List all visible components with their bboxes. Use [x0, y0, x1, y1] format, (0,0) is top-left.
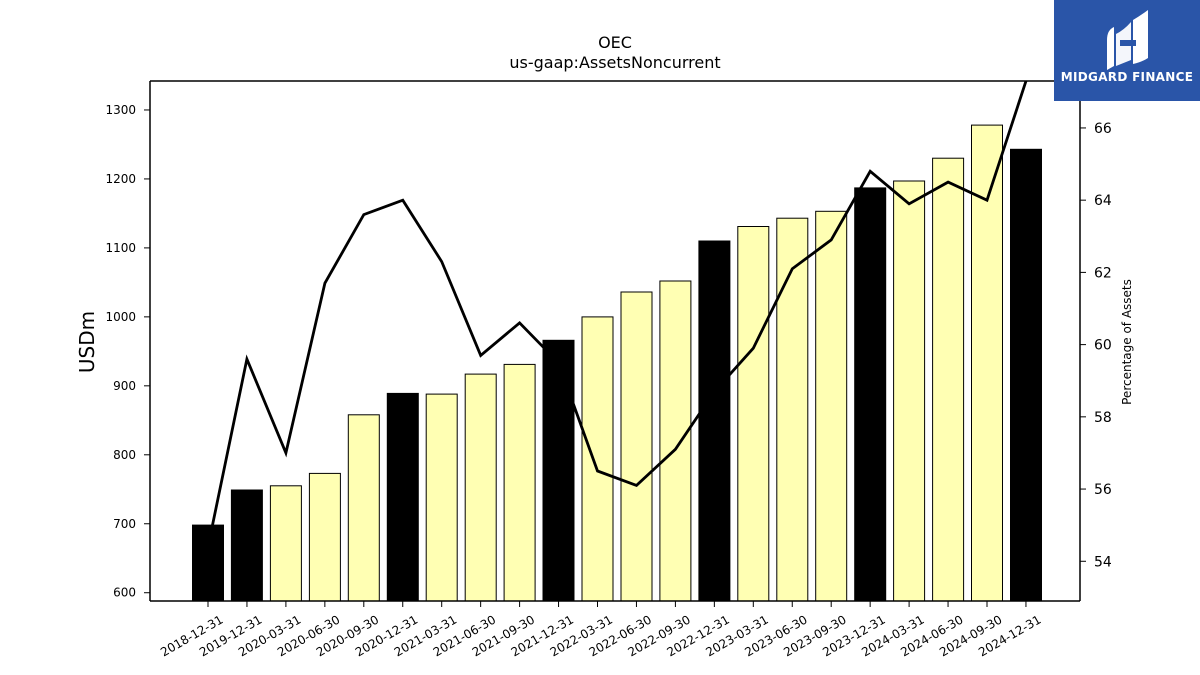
bar-2023-06-30: [776, 217, 809, 602]
line-series: [206, 81, 1028, 548]
x-axis-ticks: 2018-12-312019-12-312020-03-312020-06-30…: [158, 601, 1044, 659]
y-axis-right-ticks: 54 56 58 60 62 64 66: [1080, 121, 1112, 570]
logo-text: MIDGARD FINANCE: [1061, 70, 1193, 84]
logo-mark-icon: [1107, 10, 1148, 70]
y-right-tick-label: 58: [1094, 410, 1112, 426]
bar-2024-12-31: [1010, 148, 1042, 602]
percentage-line: [206, 81, 1028, 548]
y-right-tick-label: 60: [1094, 338, 1112, 354]
axes: [149, 80, 1081, 602]
bar-2023-03-31: [737, 226, 770, 602]
y-right-tick-label: 56: [1094, 482, 1112, 498]
bar-2020-03-31: [269, 485, 302, 602]
midgard-finance-logo: MIDGARD FINANCE: [1054, 0, 1200, 101]
y-axis-left-ticks: 600 700 800 900 1000 1100 1200 1300: [105, 103, 150, 600]
y-right-tick-label: 54: [1094, 554, 1112, 570]
bar-2021-03-31: [425, 393, 458, 602]
y-left-tick-label: 1300: [105, 103, 136, 117]
bar-2022-12-31: [698, 240, 731, 602]
y-axis-right-label: Percentage of Assets: [1120, 279, 1134, 405]
y-right-tick-label: 62: [1094, 265, 1112, 281]
bar-2021-12-31: [542, 339, 575, 602]
y-right-tick-label: 66: [1094, 121, 1112, 137]
bar-2019-12-31: [230, 489, 263, 602]
bar-2024-09-30: [971, 124, 1003, 602]
bar-2023-09-30: [815, 210, 848, 602]
bar-2023-12-31: [854, 187, 887, 602]
y-left-tick-label: 700: [113, 517, 136, 531]
y-left-tick-label: 900: [113, 379, 136, 393]
y-left-tick-label: 1000: [105, 310, 136, 324]
y-left-tick-label: 1200: [105, 172, 136, 186]
bar-2022-09-30: [659, 280, 692, 602]
bar-2020-09-30: [347, 414, 380, 602]
bar-2024-06-30: [932, 157, 965, 602]
bar-2020-06-30: [308, 472, 341, 602]
chart-subtitle: us-gaap:AssetsNoncurrent: [509, 53, 720, 72]
chart-title: OEC: [598, 33, 632, 52]
bar-2018-12-31: [192, 524, 224, 602]
y-axis-left-label: USDm: [75, 311, 99, 373]
bar-2022-06-30: [620, 291, 653, 602]
y-right-tick-label: 64: [1094, 193, 1112, 209]
bar-2020-12-31: [386, 392, 419, 602]
y-left-tick-label: 600: [113, 586, 136, 600]
bar-2021-06-30: [464, 373, 497, 602]
bar-2021-09-30: [503, 363, 536, 602]
y-left-tick-label: 800: [113, 448, 136, 462]
y-left-tick-label: 1100: [105, 241, 136, 255]
bar-2024-03-31: [893, 180, 926, 602]
bar-2022-03-31: [581, 316, 614, 602]
bar-series: [192, 124, 1042, 602]
